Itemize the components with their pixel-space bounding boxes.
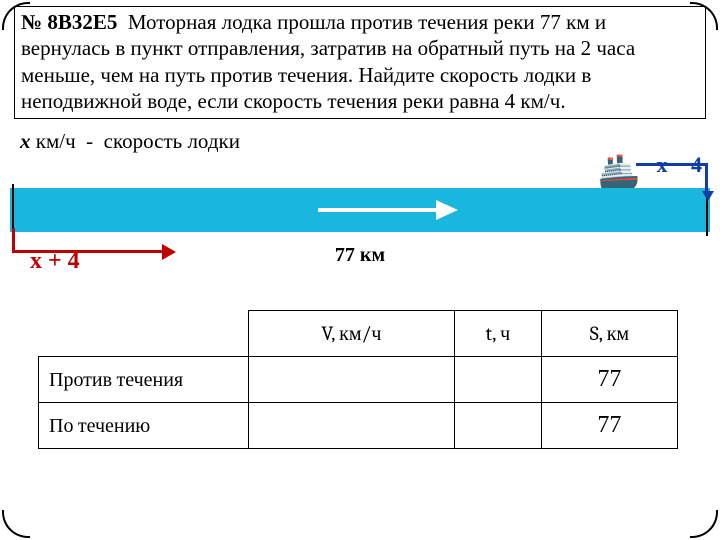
column-header: S, км bbox=[541, 311, 677, 357]
corner-decoration bbox=[2, 2, 30, 30]
corner-decoration bbox=[690, 2, 718, 30]
data-table: V, км/ч t, ч S, км Против течения 77 По … bbox=[38, 310, 678, 449]
variable-unit: км/ч bbox=[36, 129, 76, 153]
problem-statement: № 8B32E5 Моторная лодка прошла против те… bbox=[14, 6, 706, 119]
column-header: V, км/ч bbox=[249, 311, 455, 357]
row-label: По течению bbox=[39, 403, 249, 449]
variable-definition: x км/ч - скорость лодки bbox=[20, 129, 710, 154]
table-empty-corner bbox=[39, 311, 249, 357]
table-header-row: V, км/ч t, ч S, км bbox=[39, 311, 678, 357]
column-header: t, ч bbox=[454, 311, 541, 357]
slide-page: № 8B32E5 Моторная лодка прошла против те… bbox=[0, 0, 720, 540]
cell-s: 77 bbox=[541, 357, 677, 403]
cell-v bbox=[249, 403, 455, 449]
table-row: Против течения 77 bbox=[39, 357, 678, 403]
corner-decoration bbox=[2, 510, 30, 538]
variable-x: x bbox=[20, 129, 31, 153]
upstream-speed-label: x + 4 bbox=[30, 248, 80, 275]
variable-desc: скорость лодки bbox=[104, 129, 240, 153]
row-label: Против течения bbox=[39, 357, 249, 403]
cell-s: 77 bbox=[541, 403, 677, 449]
problem-id: № 8B32E5 bbox=[21, 10, 117, 34]
distance-label: 77 км bbox=[335, 244, 385, 267]
flow-arrow-icon bbox=[318, 198, 458, 222]
table-row: По течению 77 bbox=[39, 403, 678, 449]
cell-v bbox=[249, 357, 455, 403]
river-diagram: 🚢 x − 4 x + 4 77 км bbox=[10, 160, 710, 280]
corner-decoration bbox=[690, 510, 718, 538]
cell-t bbox=[454, 403, 541, 449]
cell-t bbox=[454, 357, 541, 403]
downstream-arrow-icon bbox=[630, 163, 710, 235]
